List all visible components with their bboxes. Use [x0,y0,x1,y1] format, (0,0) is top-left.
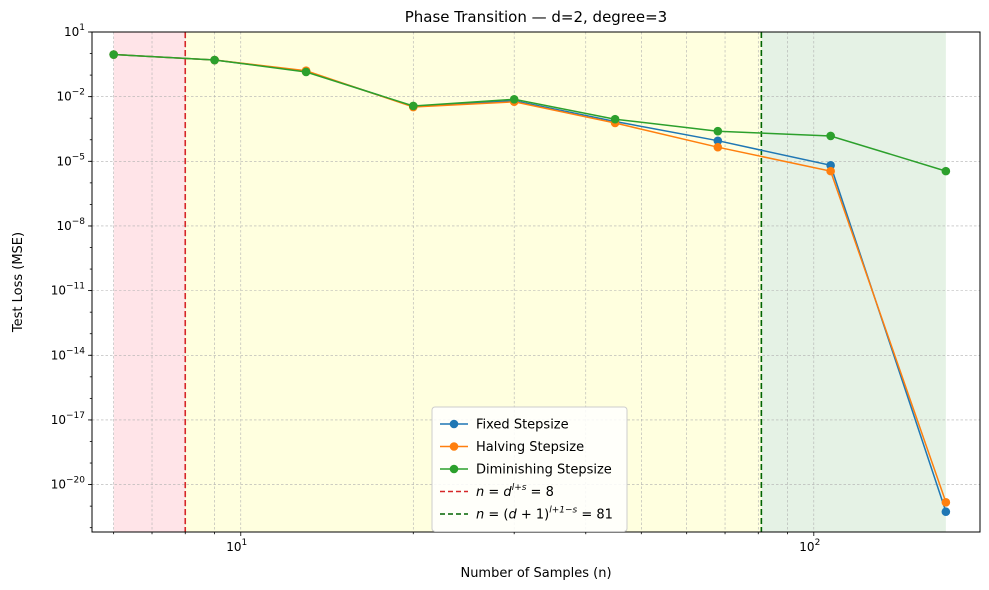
halving-stepsize-point [941,498,951,507]
data-series [109,50,951,517]
diminishing-stepsize-point [210,55,219,65]
diminishing-stepsize-point [713,126,723,136]
shaded-region-3 [761,32,946,532]
legend-label: Diminishing Stepsize [476,463,612,478]
legend-marker [449,442,459,451]
y-tick-label: 101 [64,23,85,39]
diminishing-stepsize-point [509,95,519,104]
y-axis-ticks: 101 10−2 10−5 10−8 10−11 10−14 10−17 10−20 [51,23,92,529]
legend-label: Fixed Stepsize [476,418,569,433]
diminishing-stepsize-point [610,114,620,124]
legend-label: Halving Stepsize [476,440,584,455]
diminishing-stepsize-point [826,131,835,141]
x-tick-label: 101 [226,538,247,554]
chart-title: Phase Transition — d=2, degree=3 [405,8,667,26]
legend-marker [449,419,459,429]
legend-label: n = dl+s = 8 [476,483,554,500]
legend-box [431,406,628,532]
legend-marker [449,464,459,474]
y-tick-label: 10−14 [51,346,86,362]
legend-label: n = (d + 1)l+1−s = 81 [476,506,613,523]
legend: Fixed Stepsize Halving Stepsize Diminishin… [431,406,628,532]
y-tick-label: 10−20 [51,476,86,492]
fixed-stepsize-point [941,507,951,517]
x-axis-label: Number of Samples (n) [460,566,611,581]
diminishing-stepsize-point [109,50,118,59]
y-tick-label: 10−5 [56,152,85,168]
halving-stepsize-point [826,166,835,176]
y-tick-label: 10−11 [51,282,85,298]
shaded-region-1 [113,32,186,532]
x-axis-ticks: 101 102 [113,532,820,554]
y-tick-label: 10−17 [51,411,85,427]
diminishing-stepsize-point [408,101,418,111]
y-tick-label: 10−2 [56,88,85,104]
threshold-lines [184,32,763,532]
shaded-regions [113,32,946,532]
x-tick-label: 102 [799,538,820,554]
y-tick-label: 10−8 [56,217,85,233]
diminishing-stepsize-point [941,166,951,176]
diminishing-stepsize-point [301,67,311,77]
fixed-stepsize-point [713,136,723,146]
halving-stepsize-point [713,142,723,152]
y-axis-label: Test Loss (MSE) [11,232,26,333]
